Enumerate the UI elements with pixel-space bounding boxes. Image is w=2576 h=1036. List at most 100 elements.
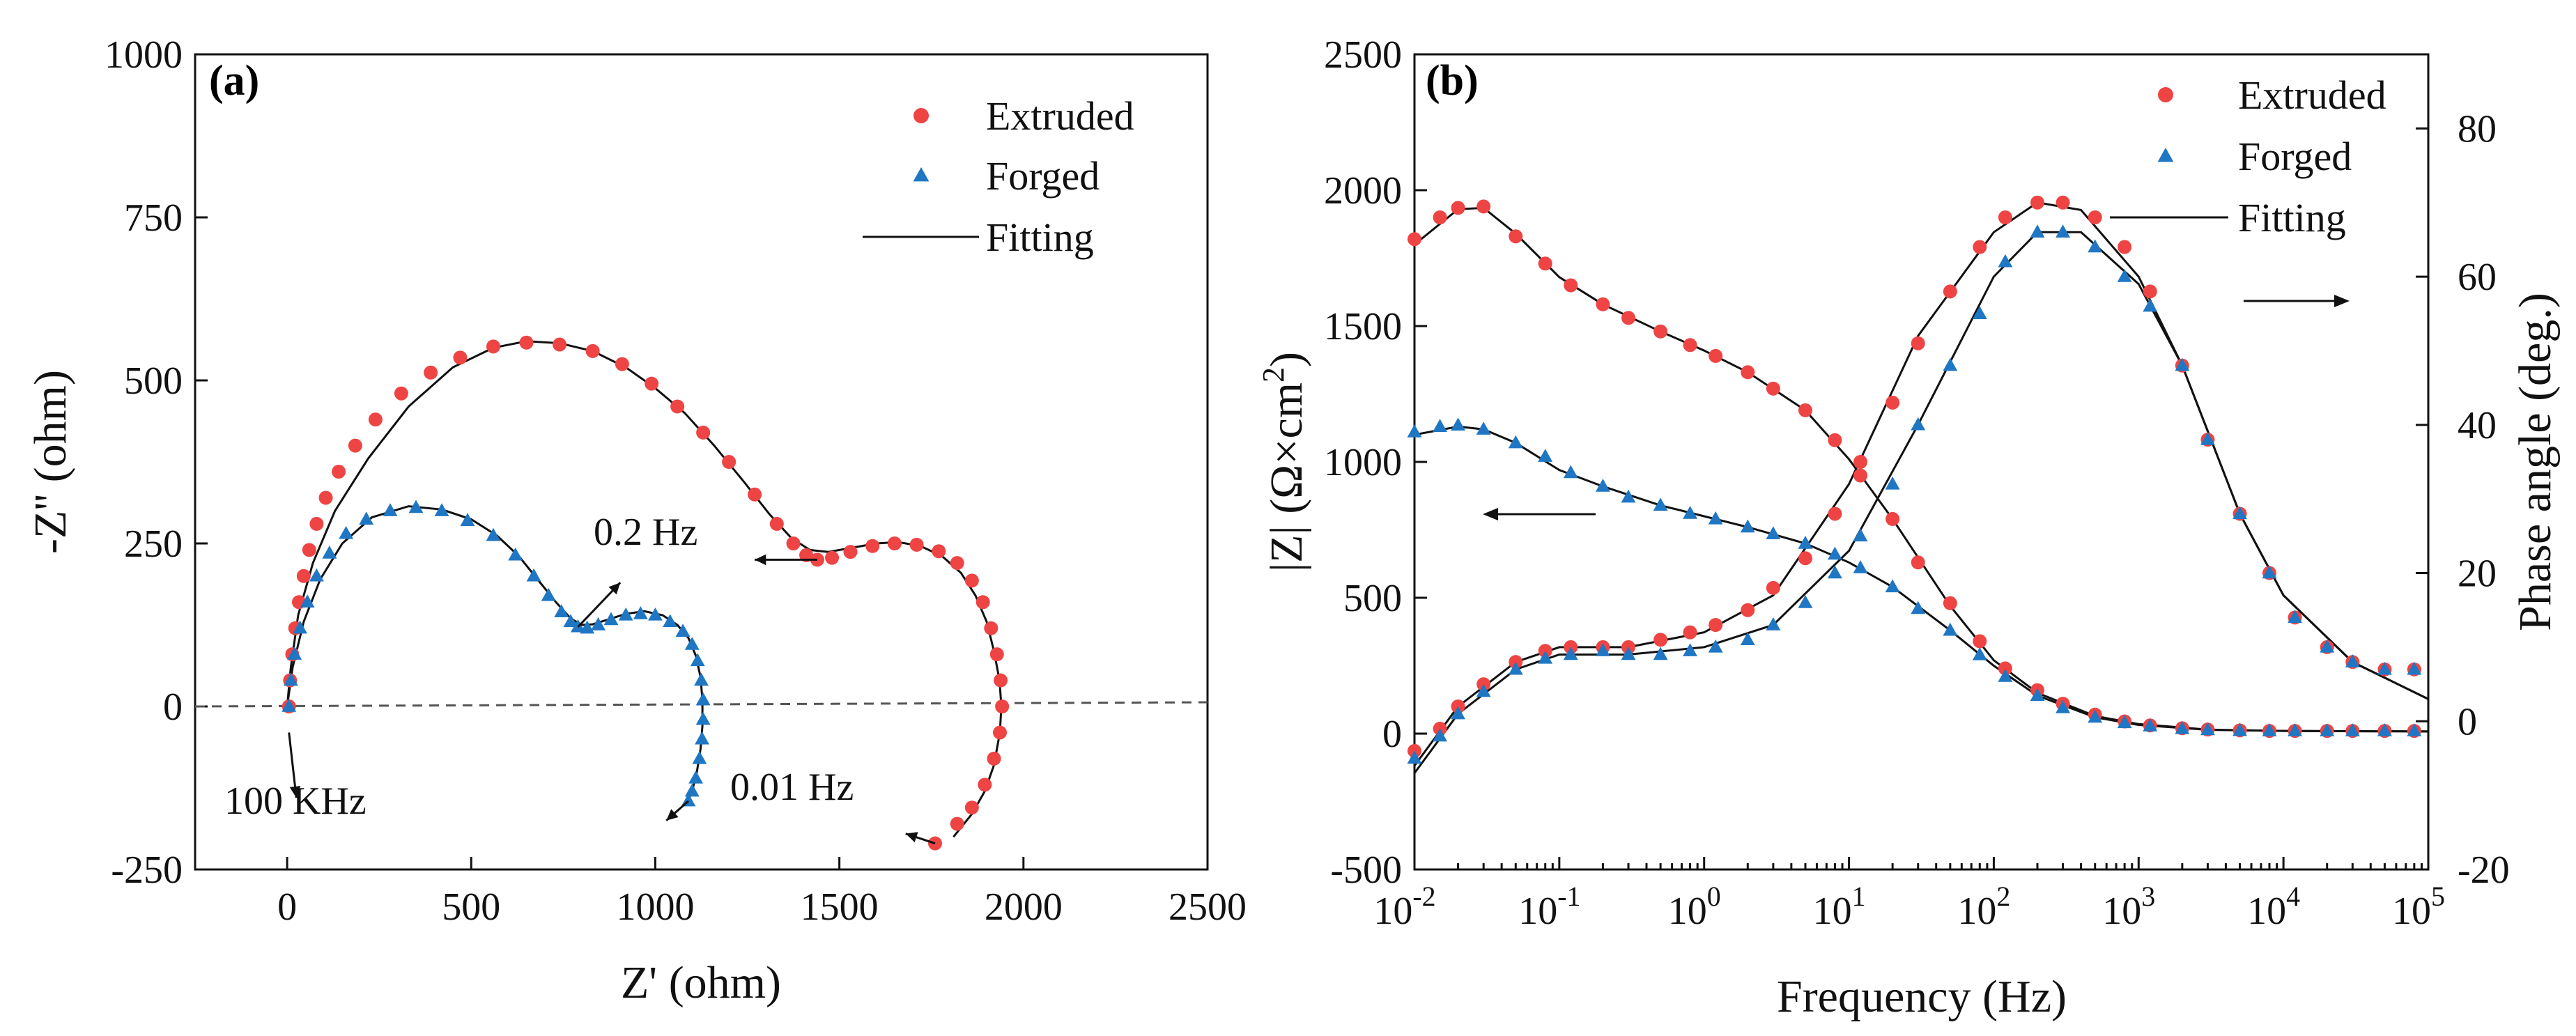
bode-forged-point: [2143, 718, 2158, 732]
left-axis-arrow: [1483, 508, 1596, 520]
bode-x-tick-label: 103: [2102, 881, 2155, 933]
bode-x-tick-label: 10-1: [1518, 881, 1580, 933]
legend-extruded-label: Extruded: [2238, 72, 2386, 118]
forged-point: [359, 511, 374, 525]
extruded-point: [932, 544, 946, 559]
bode-forged-point: [1740, 519, 1755, 533]
extruded-point: [975, 595, 990, 610]
forged-point: [434, 503, 449, 516]
annotation-0-2hz-arrow-forged-head: [608, 582, 621, 595]
extruded-point: [987, 751, 1001, 766]
extruded-point: [843, 545, 858, 559]
nyquist-y-axis-label: -Z'' (ohm): [25, 370, 76, 554]
bode-forged-point: [1885, 579, 1900, 593]
annotation-0-2hz: 0.2 Hz: [594, 511, 697, 554]
forged-point: [460, 513, 475, 526]
bode-forged-point: [1433, 419, 1448, 432]
bode-forged-point: [2262, 565, 2277, 579]
bode-forged-point: [1508, 435, 1523, 449]
bode-forged-point: [1827, 546, 1842, 560]
bode-extruded-point: [1911, 555, 1925, 570]
bode-extruded-point: [1653, 633, 1668, 647]
extruded-point: [332, 465, 346, 479]
bode-forged-point: [2232, 506, 2248, 520]
bode-y2-tick-label: 40: [2458, 404, 2497, 447]
bode-forged-point: [1766, 526, 1781, 540]
bode-forged-point: [2117, 715, 2132, 729]
bode-extruded-point: [1433, 210, 1447, 224]
bode-forged-point: [2407, 661, 2422, 675]
legend-forged-label: Forged: [2238, 134, 2352, 179]
extruded-point: [865, 539, 880, 553]
forged-point: [694, 672, 709, 686]
bode-y-tick-label: 2000: [1324, 169, 1402, 212]
bode-forged-point: [2117, 269, 2132, 282]
bode-extruded-point: [2056, 195, 2070, 210]
forged-point: [508, 547, 523, 561]
bode-forged-point: [2377, 661, 2392, 675]
forged-point: [541, 587, 556, 601]
bode-forged-point: [2262, 723, 2277, 736]
nyquist-y-tick-label: 1000: [105, 33, 183, 77]
nyquist-x-tick-label: 500: [442, 886, 500, 929]
extruded-point: [519, 335, 534, 350]
bode-forged-point: [1407, 424, 1422, 438]
bode-forged-point: [2056, 699, 2071, 713]
nyquist-y-tick-label: 250: [124, 523, 183, 566]
bode-extruded-point: [2088, 210, 2102, 224]
bode-y-tick-label: 0: [1382, 713, 1402, 756]
extruded-point: [302, 543, 316, 557]
nyquist-y-tick-label: -250: [111, 849, 183, 892]
bode-forged-point: [2345, 723, 2360, 736]
bode-forged-point: [1621, 489, 1636, 503]
bode-forged-point: [1563, 647, 1578, 660]
bode-forged-point: [1433, 728, 1448, 742]
extruded-point: [670, 399, 685, 414]
bode-forged-point: [2288, 723, 2303, 736]
forged-point: [603, 612, 619, 626]
bode-forged-point: [1827, 565, 1842, 579]
legend-fitting-label: Fitting: [2238, 195, 2346, 240]
forged-point: [287, 647, 302, 660]
bode-legend: Extruded Forged Fitting: [2110, 72, 2386, 240]
bode-extruded-point: [1798, 403, 1813, 417]
nyquist-y-tick-label: 750: [124, 196, 183, 240]
forged-point: [633, 606, 648, 619]
bode-extruded-point: [1911, 336, 1925, 350]
bode-y-tick-label: -500: [1330, 849, 1402, 892]
forged-point: [300, 594, 315, 608]
annotation-0-2hz-arrow-extruded-head: [755, 554, 766, 566]
extruded-point: [909, 537, 924, 552]
bode-forged-point: [1683, 643, 1698, 656]
bode-forged-point: [2320, 639, 2335, 653]
forged-point: [684, 783, 700, 797]
bode-extruded-point: [1885, 511, 1900, 526]
bode-extruded-point: [1596, 297, 1610, 311]
extruded-point: [984, 621, 998, 635]
nyquist-forged-points: [281, 500, 711, 807]
bode-extruded-point: [1509, 229, 1523, 244]
bode-data-points: [1407, 195, 2422, 764]
forged-point: [591, 617, 606, 631]
bode-forged-point: [1683, 506, 1698, 519]
bode-forged-point: [2030, 224, 2045, 238]
bode-extruded-point: [1476, 199, 1491, 214]
bode-y2-axis-label: Phase angle (deg.): [2510, 293, 2561, 631]
forged-point: [675, 624, 691, 637]
extruded-point: [424, 365, 438, 380]
bode-extruded-point: [1766, 580, 1780, 595]
extruded-point: [989, 647, 1004, 662]
extruded-point: [786, 536, 801, 550]
bode-fitting-line: [1413, 231, 2429, 774]
bode-forged-point: [2288, 610, 2303, 624]
legend-extruded-label: Extruded: [986, 93, 1134, 139]
extruded-point: [978, 778, 992, 792]
extruded-point: [799, 548, 814, 562]
extruded-point: [994, 673, 1008, 688]
bode-x-axis-label: Frequency (Hz): [1777, 971, 2067, 1022]
bode-extruded-point: [1741, 365, 1755, 380]
bode-y2-tick-label: 0: [2458, 700, 2477, 743]
legend-fitting-label: Fitting: [986, 215, 1094, 260]
extruded-point: [645, 376, 659, 391]
